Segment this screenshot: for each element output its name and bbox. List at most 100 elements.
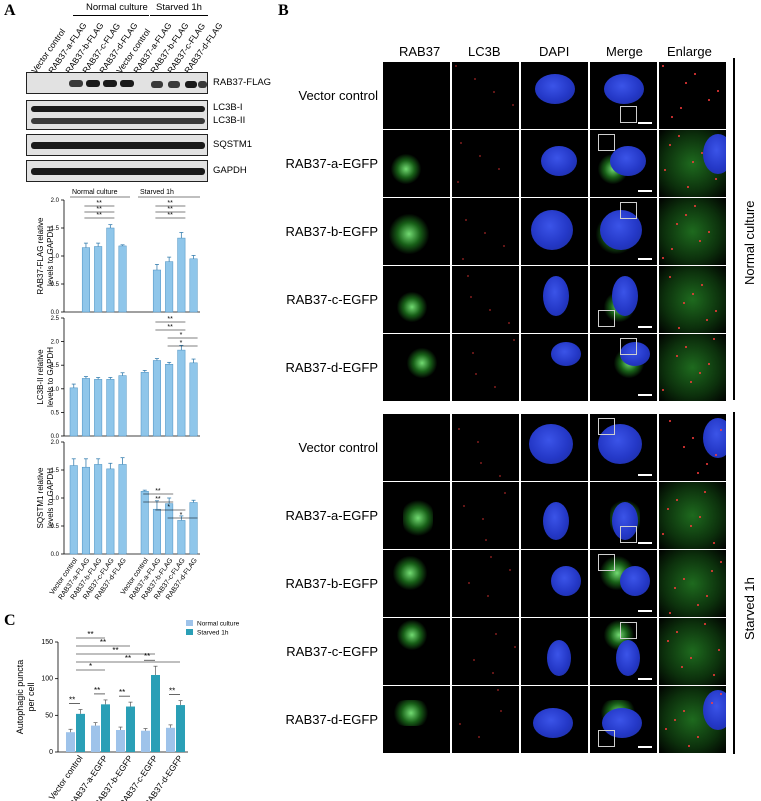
legend-label: Starved 1h <box>197 630 229 637</box>
micrograph-merge <box>590 198 657 265</box>
significance-mark: * <box>167 504 170 511</box>
y-tick-label: 0.5 <box>51 410 60 416</box>
significance-mark: ** <box>87 630 93 639</box>
bracket-normal <box>733 58 735 400</box>
bar <box>152 360 161 437</box>
significance-mark: ** <box>100 638 106 647</box>
micrograph-enlarge <box>659 334 726 401</box>
side-label-normal: Normal culture <box>742 200 757 285</box>
micrograph-rab37 <box>383 198 450 265</box>
row-label: RAB37-d-EGFP <box>285 360 378 375</box>
significance-mark: ** <box>155 496 161 503</box>
significance-mark: ** <box>169 687 175 696</box>
significance-mark: ** <box>167 324 173 331</box>
y-axis-label-line1: SQSTM1 relative <box>36 467 45 528</box>
bar <box>69 465 78 555</box>
micrograph-enlarge <box>659 686 726 753</box>
y-tick-label: 2.5 <box>51 316 60 322</box>
micrograph-enlarge <box>659 550 726 617</box>
bar <box>166 727 175 752</box>
label-lc3b-i: LC3B-I <box>213 102 243 113</box>
bracket-starved <box>733 412 735 754</box>
y-axis-label: SQSTM1 relativelevels to GAPDH <box>36 467 55 528</box>
significance-mark: * <box>180 332 183 339</box>
micrograph-lc3b <box>452 686 519 753</box>
micrograph-lc3b <box>452 62 519 129</box>
blot-lc3b <box>26 100 208 130</box>
bar <box>116 730 125 752</box>
micrograph-lc3b <box>452 550 519 617</box>
y-tick-label: 2.0 <box>51 340 60 346</box>
bar <box>177 349 186 437</box>
y-tick-label: 100 <box>41 676 53 683</box>
micrograph-lc3b <box>452 198 519 265</box>
column-header-rab37: RAB37 <box>399 44 441 59</box>
y-axis-label-line2: levels to GAPDH <box>46 347 55 407</box>
bar <box>140 372 149 437</box>
bar <box>66 732 75 752</box>
micrograph-rab37 <box>383 686 450 753</box>
y-tick-label: 150 <box>41 639 53 646</box>
micrograph-dapi <box>521 550 588 617</box>
bar <box>106 227 115 313</box>
y-axis-label-line1: RAB37-FLAG relative <box>36 217 45 294</box>
micrograph-lc3b <box>452 414 519 481</box>
micrograph-dapi <box>521 266 588 333</box>
bar <box>189 502 198 555</box>
legend-swatch <box>186 620 193 626</box>
bar <box>152 508 161 555</box>
bar <box>189 362 198 437</box>
micrograph-enlarge <box>659 414 726 481</box>
bar <box>141 730 150 752</box>
group-line-starved <box>150 15 208 16</box>
significance-mark: ** <box>96 212 102 219</box>
bar <box>106 379 115 437</box>
row-label: RAB37-a-EGFP <box>285 508 378 523</box>
micrograph-merge <box>590 414 657 481</box>
row-label: RAB37-d-EGFP <box>285 712 378 727</box>
legend-swatch <box>186 629 193 635</box>
bar <box>81 247 90 313</box>
bar <box>76 713 85 752</box>
micrograph-lc3b <box>452 334 519 401</box>
significance-mark: ** <box>155 488 161 495</box>
column-header-enlarge: Enlarge <box>667 44 712 59</box>
bar <box>140 491 149 555</box>
panel-b-letter: B <box>278 2 289 19</box>
label-lc3b-ii: LC3B-II <box>213 115 246 126</box>
row-label: Vector control <box>298 88 379 103</box>
significance-mark: * <box>180 340 183 347</box>
micrograph-rab37 <box>383 550 450 617</box>
micrograph-lc3b <box>452 130 519 197</box>
micrograph-dapi <box>521 130 588 197</box>
row-label: RAB37-a-EGFP <box>285 156 378 171</box>
row-label: RAB37-c-EGFP <box>286 644 378 659</box>
micrograph-rab37 <box>383 482 450 549</box>
y-tick-label: 1.5 <box>51 468 60 474</box>
bar <box>165 364 174 437</box>
y-tick-label: 0.0 <box>51 552 60 558</box>
significance-mark: ** <box>96 206 102 213</box>
group-line-normal <box>73 15 149 16</box>
bar <box>189 258 198 313</box>
significance-mark: ** <box>125 654 131 663</box>
bar <box>118 464 127 555</box>
label-gapdh: GAPDH <box>213 165 247 176</box>
y-tick-label: 0.0 <box>51 434 60 440</box>
bar <box>94 246 103 313</box>
micrograph-merge <box>590 266 657 333</box>
y-tick-label: 0.5 <box>51 524 60 530</box>
micrograph-dapi <box>521 334 588 401</box>
y-axis-label-line1: LC3B-II relative <box>36 349 45 405</box>
significance-mark: ** <box>96 200 102 207</box>
micrograph-dapi <box>521 414 588 481</box>
significance-mark: * <box>180 512 183 519</box>
y-tick-label: 2.0 <box>51 440 60 446</box>
panel-c-letter: C <box>4 612 16 629</box>
bar <box>165 503 174 555</box>
y-tick-label: 0 <box>49 749 53 756</box>
significance-mark: * <box>89 662 92 671</box>
blot-sqstm1 <box>26 134 208 156</box>
